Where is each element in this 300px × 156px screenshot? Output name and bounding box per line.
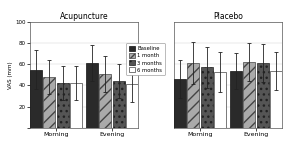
- Bar: [57, 83, 69, 128]
- Bar: [43, 77, 55, 128]
- Bar: [243, 62, 256, 128]
- Bar: [230, 71, 242, 128]
- Bar: [187, 63, 199, 128]
- Bar: [86, 63, 98, 128]
- Bar: [174, 79, 186, 128]
- Bar: [270, 71, 283, 128]
- Bar: [201, 67, 213, 128]
- Bar: [113, 81, 125, 128]
- Title: Acupuncture: Acupuncture: [60, 12, 108, 21]
- Legend: Baseline, 1 month, 3 months, 6 months: Baseline, 1 month, 3 months, 6 months: [126, 43, 165, 75]
- Title: Placebo: Placebo: [213, 12, 243, 21]
- Bar: [257, 63, 269, 128]
- Bar: [70, 83, 82, 128]
- Bar: [214, 72, 226, 128]
- Bar: [29, 70, 42, 128]
- Bar: [99, 74, 112, 128]
- Y-axis label: VAS (mm): VAS (mm): [8, 61, 13, 89]
- Bar: [126, 84, 139, 128]
